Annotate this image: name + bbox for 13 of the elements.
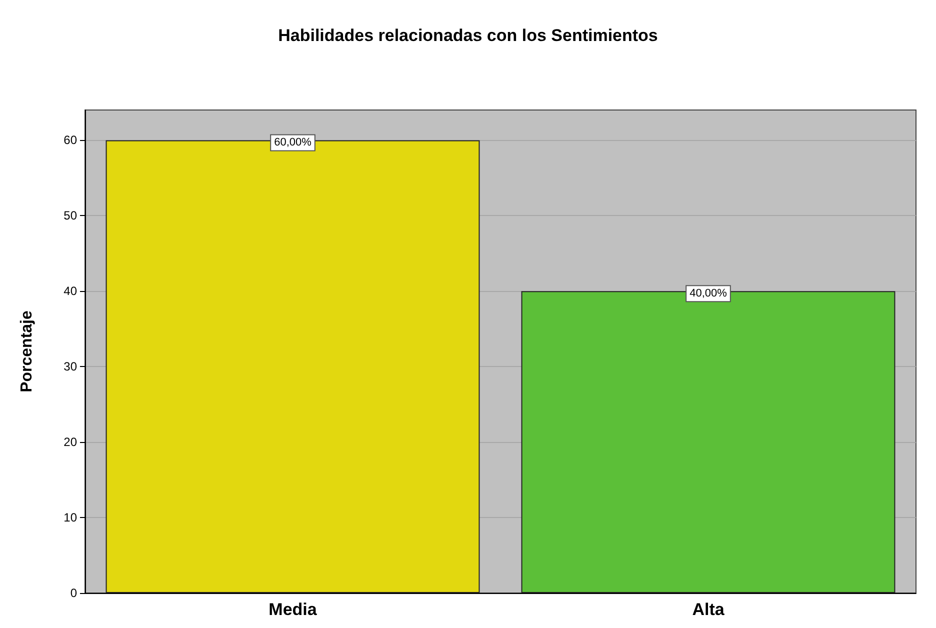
x-tick-label: Alta	[692, 600, 725, 619]
y-tick-label: 0	[70, 586, 78, 600]
x-tick-label: Media	[268, 600, 318, 619]
y-tick-label: 40	[64, 284, 78, 298]
y-tick-label: 10	[64, 510, 78, 525]
y-tick-label: 30	[64, 360, 78, 374]
y-tick-label: 50	[64, 208, 78, 223]
y-tick-label: 60	[64, 133, 78, 148]
data-label: 60,00%	[274, 136, 312, 149]
data-label: 40,00%	[690, 288, 728, 300]
chart-title: Habilidades relacionadas con los Sentimientos	[278, 26, 658, 45]
y-axis-title: Porcentaje	[18, 310, 36, 392]
y-tick-label: 20	[64, 435, 78, 450]
